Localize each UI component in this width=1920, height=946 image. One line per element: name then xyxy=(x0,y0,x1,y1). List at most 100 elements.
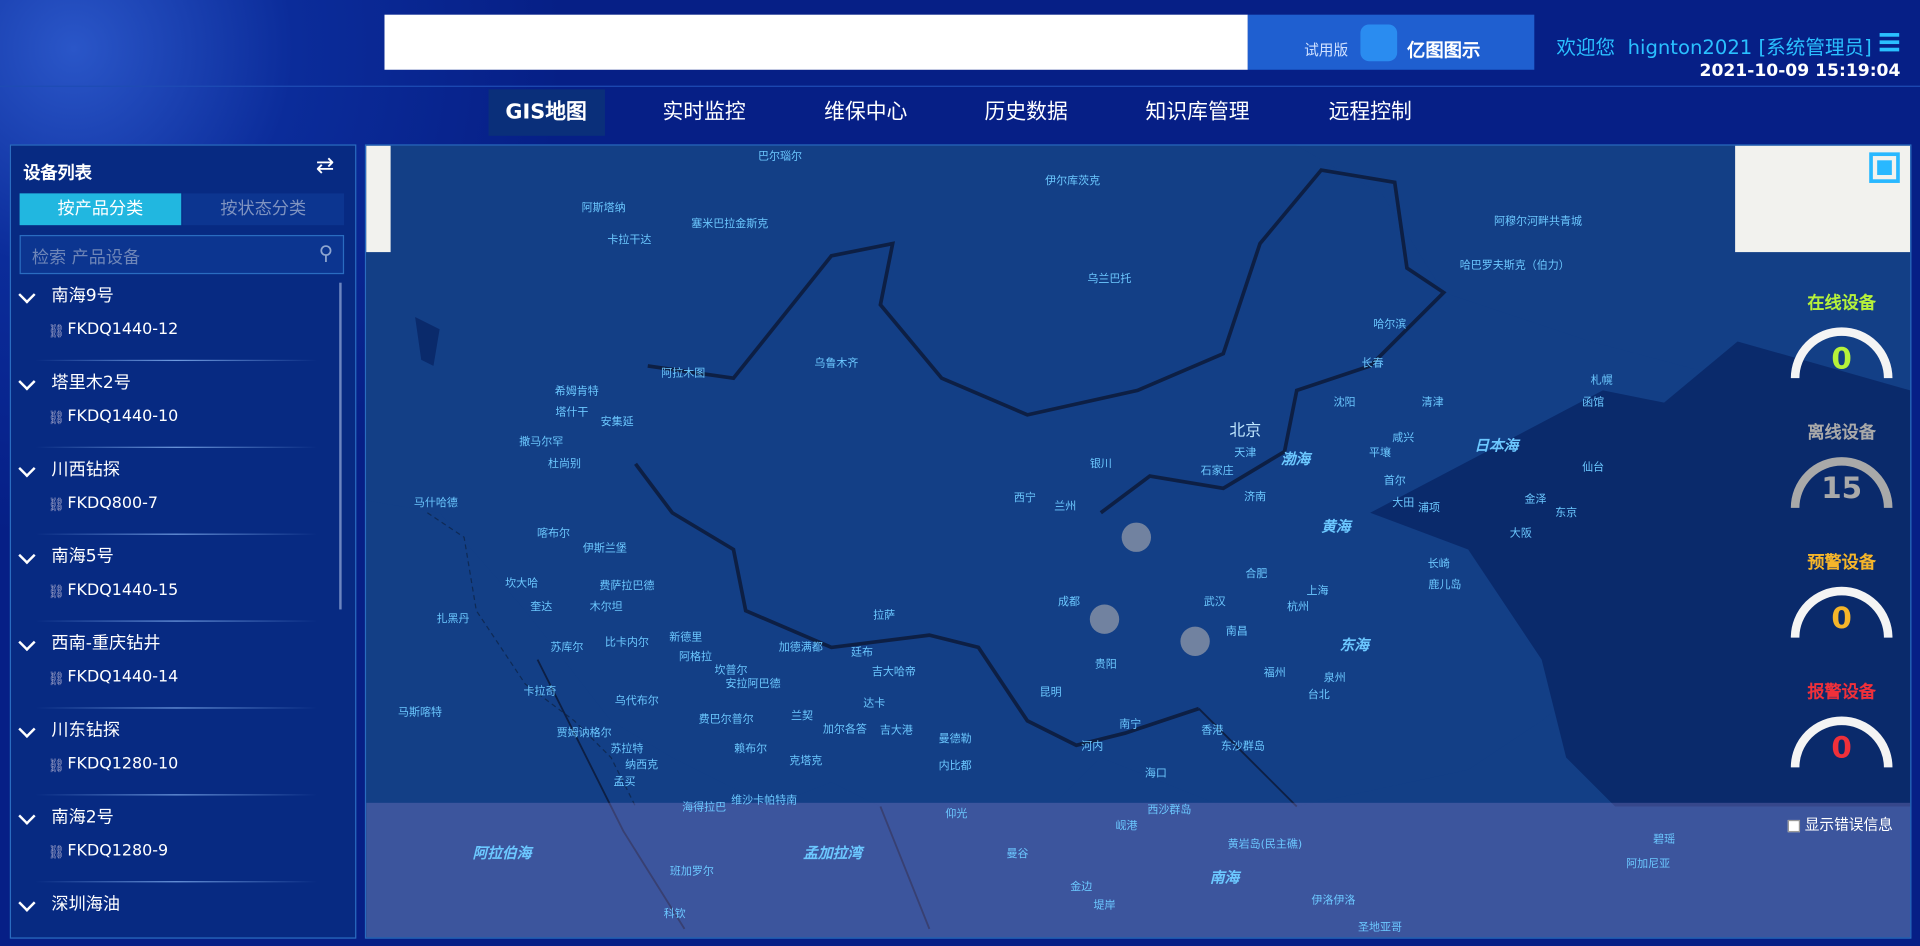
map-label: 科钦 xyxy=(664,906,686,920)
device-icon: ⛓ xyxy=(47,757,65,774)
menu-icon[interactable] xyxy=(1879,33,1900,52)
group-name[interactable]: 川东钻探 xyxy=(51,720,121,741)
map-label: 仰光 xyxy=(945,806,967,820)
device-name[interactable]: FKDQ1440-15 xyxy=(67,581,179,600)
map-label: 北京 xyxy=(1229,420,1261,439)
map-label: 拉萨 xyxy=(873,608,895,622)
map-label: 吉大港 xyxy=(880,723,913,737)
gauge xyxy=(1790,586,1893,638)
status-label: 预警设备 xyxy=(1807,553,1876,573)
china-border xyxy=(634,462,1200,748)
map-label: 费萨拉巴德 xyxy=(599,578,654,592)
group-name[interactable]: 塔里木2号 xyxy=(51,373,131,393)
sea xyxy=(1370,341,1911,807)
device-name[interactable]: FKDQ1440-14 xyxy=(67,668,179,687)
device-marker[interactable] xyxy=(1121,522,1152,552)
map-label: 香港 xyxy=(1201,724,1223,737)
group-name[interactable]: 西南-重庆钻井 xyxy=(51,633,161,654)
tab[interactable]: 按状态分类 xyxy=(182,193,345,226)
map-label: 木尔坦 xyxy=(590,599,623,613)
map-label: 马什哈德 xyxy=(414,495,458,509)
status-value: 0 xyxy=(1831,730,1852,765)
map-label: 渤海 xyxy=(1281,451,1313,468)
map-label: 班加罗尔 xyxy=(670,864,714,877)
trial-badge[interactable]: 试用版 亿图图示 xyxy=(1247,14,1535,70)
map-label: 孟加拉湾 xyxy=(803,845,865,862)
map-label: 坎大哈 xyxy=(505,576,538,590)
device-icon: ⛓ xyxy=(47,583,65,600)
map-label: 碧瑶 xyxy=(1653,833,1675,846)
top-search[interactable] xyxy=(384,14,1248,70)
map-label: 赖布尔 xyxy=(734,742,767,755)
map-label: 济南 xyxy=(1244,489,1266,503)
fullscreen-icon[interactable] xyxy=(1869,152,1900,183)
search-placeholder: 检索 产品设备 xyxy=(31,248,141,269)
group-divider xyxy=(35,707,318,709)
device-name[interactable]: FKDQ1280-10 xyxy=(67,755,179,774)
nav-item[interactable]: 知识库管理 xyxy=(1145,100,1250,125)
panel-title: 设备列表 xyxy=(23,163,92,184)
gauge xyxy=(1790,457,1893,508)
group-chevron[interactable] xyxy=(18,286,36,304)
brand-icon xyxy=(1360,24,1398,62)
map-label: 苏拉特 xyxy=(610,741,643,755)
group-chevron[interactable] xyxy=(18,720,36,739)
group-name[interactable]: 深圳海油 xyxy=(51,894,121,915)
map-label: 堤岸 xyxy=(1093,899,1115,912)
scrollbar[interactable] xyxy=(339,282,342,610)
group-divider xyxy=(35,359,318,362)
nav-item[interactable]: 维保中心 xyxy=(824,100,908,125)
group-chevron[interactable] xyxy=(18,373,36,391)
group-name[interactable]: 南海5号 xyxy=(51,547,114,567)
brand-text: 亿图图示 xyxy=(1406,39,1481,62)
group-chevron[interactable] xyxy=(18,894,36,912)
device-name[interactable]: FKDQ1440-12 xyxy=(67,320,179,339)
group-chevron[interactable] xyxy=(18,807,36,825)
device-icon: ⛓ xyxy=(47,670,65,687)
tile-gap xyxy=(366,145,391,253)
map-label: 金泽 xyxy=(1525,491,1547,505)
nav-item[interactable]: GIS地图 xyxy=(487,89,605,136)
group-name[interactable]: 川西钻探 xyxy=(51,460,121,480)
device-search[interactable]: 检索 产品设备 ⚲ xyxy=(19,234,345,275)
group-chevron[interactable] xyxy=(18,460,36,478)
map-label: 安拉阿巴德 xyxy=(726,676,781,690)
map-label: 长崎 xyxy=(1428,556,1450,570)
swap-icon[interactable]: ⇄ xyxy=(315,152,335,179)
user-name[interactable]: hignton2021 xyxy=(1627,35,1753,59)
map-label: 海口 xyxy=(1145,765,1167,779)
map-label: 撒马尔罕 xyxy=(519,434,563,448)
group-chevron[interactable] xyxy=(18,633,36,652)
nav-item[interactable]: 历史数据 xyxy=(984,100,1068,125)
welcome-text: 欢迎您 xyxy=(1556,35,1616,59)
map-label: 扎黑丹 xyxy=(437,611,470,625)
map-label: 马斯喀特 xyxy=(398,704,442,718)
map-label: 黄岩岛(民主礁) xyxy=(1228,836,1303,850)
tab[interactable]: 按产品分类 xyxy=(19,193,182,226)
device-marker[interactable] xyxy=(1180,626,1210,656)
map-label: 贵阳 xyxy=(1095,658,1117,671)
gauge-arc xyxy=(1790,327,1893,379)
device-icon: ⛓ xyxy=(47,496,65,513)
group-name[interactable]: 南海2号 xyxy=(51,807,114,828)
device-name[interactable]: FKDQ1440-10 xyxy=(67,407,179,426)
map-label: 巴尔瑙尔 xyxy=(758,150,802,163)
search-icon[interactable]: ⚲ xyxy=(318,241,334,265)
device-name[interactable]: FKDQ1280-9 xyxy=(67,841,169,861)
nav-item[interactable]: 实时监控 xyxy=(662,100,746,125)
group-name[interactable]: 南海9号 xyxy=(51,286,114,306)
map-label: 阿斯塔纳 xyxy=(582,201,626,214)
show-errors[interactable]: 显示错误信息 xyxy=(1787,814,1893,835)
map-label: 金边 xyxy=(1070,879,1092,893)
map-label: 阿穆尔河畔共青城 xyxy=(1494,214,1582,228)
status-value: 0 xyxy=(1831,600,1852,636)
group-chevron[interactable] xyxy=(18,546,36,565)
nav-item[interactable]: 远程控制 xyxy=(1328,100,1412,125)
map-label: 加德满都 xyxy=(779,639,823,653)
checkbox[interactable] xyxy=(1787,819,1801,832)
trial-text: 试用版 xyxy=(1304,41,1349,59)
device-name[interactable]: FKDQ800-7 xyxy=(67,494,158,513)
device-marker[interactable] xyxy=(1089,604,1120,634)
